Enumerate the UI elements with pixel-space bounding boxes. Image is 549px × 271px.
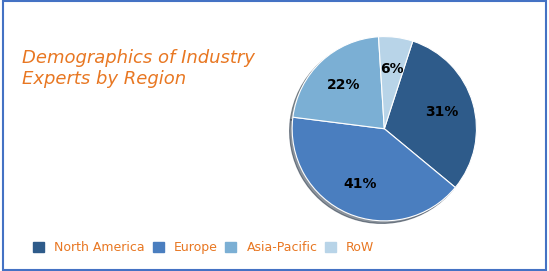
Text: 41%: 41% [344, 177, 377, 191]
Wedge shape [292, 117, 455, 221]
Text: Demographics of Industry
Experts by Region: Demographics of Industry Experts by Regi… [22, 49, 255, 88]
Text: 31%: 31% [425, 105, 458, 119]
Legend: North America, Europe, Asia-Pacific, RoW: North America, Europe, Asia-Pacific, RoW [28, 236, 379, 259]
Text: 6%: 6% [380, 62, 404, 76]
Text: 22%: 22% [327, 78, 360, 92]
Wedge shape [378, 37, 413, 129]
Wedge shape [293, 37, 384, 129]
Wedge shape [384, 41, 477, 188]
